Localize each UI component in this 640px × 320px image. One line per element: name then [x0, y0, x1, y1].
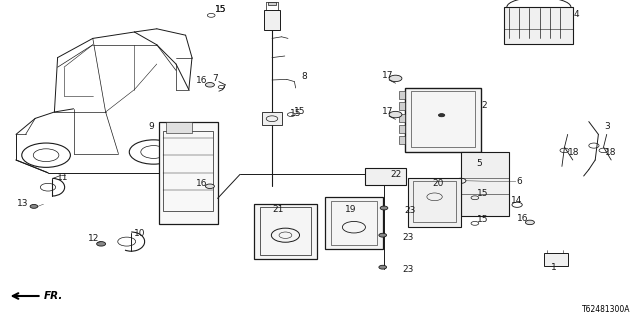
- Bar: [159, 122, 218, 224]
- Text: 15: 15: [290, 109, 301, 118]
- Circle shape: [380, 206, 388, 210]
- Text: 15: 15: [477, 189, 489, 198]
- Text: FR.: FR.: [44, 291, 63, 301]
- Text: 5: 5: [476, 159, 481, 168]
- Text: 8: 8: [301, 72, 307, 81]
- Text: 9: 9: [149, 122, 154, 131]
- Bar: [461, 152, 509, 216]
- Circle shape: [205, 83, 214, 87]
- Bar: [268, 2, 276, 5]
- Bar: [163, 131, 213, 211]
- Text: 2: 2: [482, 101, 487, 110]
- Text: 7: 7: [212, 74, 218, 83]
- Circle shape: [379, 233, 387, 237]
- Text: 15: 15: [215, 5, 227, 14]
- Circle shape: [438, 114, 445, 117]
- Text: 14: 14: [511, 196, 523, 205]
- Bar: [399, 136, 405, 144]
- Text: 6: 6: [517, 177, 522, 186]
- Text: 20: 20: [433, 179, 444, 188]
- Bar: [254, 204, 317, 259]
- Text: 22: 22: [390, 170, 401, 179]
- Text: 15: 15: [294, 107, 305, 116]
- Text: 16: 16: [196, 76, 207, 85]
- Bar: [413, 181, 456, 222]
- Circle shape: [30, 204, 38, 208]
- Bar: [504, 7, 573, 44]
- Text: 4: 4: [573, 10, 579, 19]
- Circle shape: [97, 242, 106, 246]
- Text: 10: 10: [134, 229, 145, 238]
- Circle shape: [389, 75, 402, 82]
- Text: 19: 19: [345, 205, 356, 214]
- Bar: [260, 207, 311, 255]
- Bar: [408, 178, 461, 227]
- Text: 17: 17: [382, 107, 394, 116]
- Bar: [399, 91, 405, 99]
- Text: 23: 23: [404, 206, 415, 215]
- Circle shape: [379, 265, 387, 269]
- Circle shape: [525, 220, 534, 225]
- Circle shape: [22, 143, 70, 167]
- Bar: [262, 112, 282, 125]
- Text: 15: 15: [215, 5, 227, 14]
- Text: T62481300A: T62481300A: [582, 305, 630, 314]
- Text: 18: 18: [605, 148, 617, 157]
- Text: 15: 15: [477, 215, 489, 224]
- Text: 1: 1: [552, 263, 557, 272]
- Bar: [325, 197, 383, 249]
- Text: 13: 13: [17, 199, 28, 208]
- Circle shape: [205, 184, 214, 188]
- Text: 23: 23: [403, 265, 414, 274]
- Bar: [405, 88, 481, 152]
- Circle shape: [129, 140, 178, 164]
- Bar: [166, 122, 192, 133]
- Text: 3: 3: [604, 122, 609, 131]
- Text: 21: 21: [273, 205, 284, 214]
- Bar: [411, 91, 475, 147]
- Circle shape: [389, 111, 402, 118]
- Bar: [264, 10, 280, 30]
- Text: 17: 17: [382, 71, 394, 80]
- Bar: [331, 201, 377, 245]
- Text: 18: 18: [568, 148, 580, 157]
- Text: 12: 12: [88, 234, 100, 243]
- Bar: [365, 168, 406, 185]
- Bar: [399, 102, 405, 110]
- Bar: [399, 125, 405, 133]
- Bar: [544, 253, 568, 266]
- Text: 16: 16: [516, 214, 528, 223]
- Text: 23: 23: [403, 233, 414, 242]
- Text: 11: 11: [57, 173, 68, 182]
- Text: 16: 16: [196, 179, 207, 188]
- Bar: [399, 114, 405, 122]
